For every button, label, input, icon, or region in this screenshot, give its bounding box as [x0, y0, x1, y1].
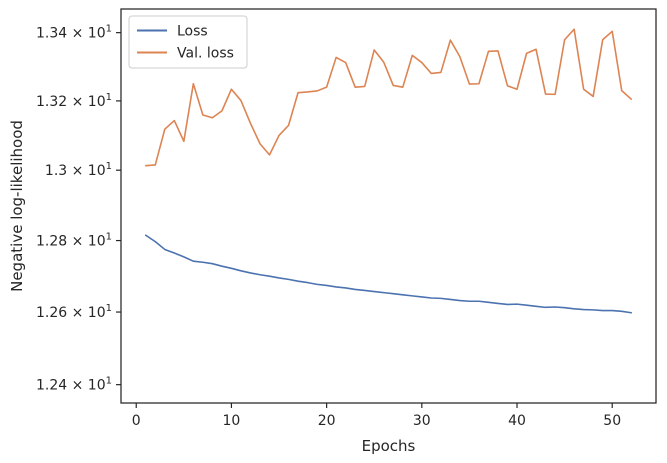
- x-tick-label: 40: [508, 413, 526, 429]
- legend-label-val-loss: Val. loss: [177, 46, 234, 62]
- legend-box: [128, 15, 248, 69]
- y-tick-label: 1.28 × 101: [36, 232, 112, 250]
- series-layer: [144, 28, 633, 314]
- y-tick-label: 1.32 × 101: [36, 92, 112, 110]
- plot-frame: [120, 8, 657, 404]
- x-tick-label: 20: [318, 413, 336, 429]
- x-tick-label: 10: [223, 413, 241, 429]
- y-axis-label: Negative log-likelihood: [8, 120, 26, 292]
- x-axis-ticks: 0 10 20 30 40 50: [132, 403, 621, 429]
- x-axis-label: Epochs: [362, 437, 416, 455]
- y-tick-label: 1.24 × 101: [36, 376, 112, 394]
- x-tick-label: 30: [413, 413, 431, 429]
- y-tick-label: 1.26 × 101: [36, 303, 112, 321]
- legend: Loss Val. loss: [128, 15, 248, 69]
- series-line-loss: [144, 234, 633, 314]
- y-axis-ticks: 1.24 × 101 1.26 × 101 1.28 × 101 1.3 × 101 1…: [36, 24, 121, 394]
- x-tick-label: 0: [132, 413, 141, 429]
- y-tick-label: 1.34 × 101: [36, 24, 112, 42]
- series-line-val-loss: [144, 28, 633, 167]
- x-tick-label: 50: [603, 413, 621, 429]
- y-tick-label: 1.3 × 101: [45, 161, 112, 179]
- legend-label-loss: Loss: [177, 24, 208, 40]
